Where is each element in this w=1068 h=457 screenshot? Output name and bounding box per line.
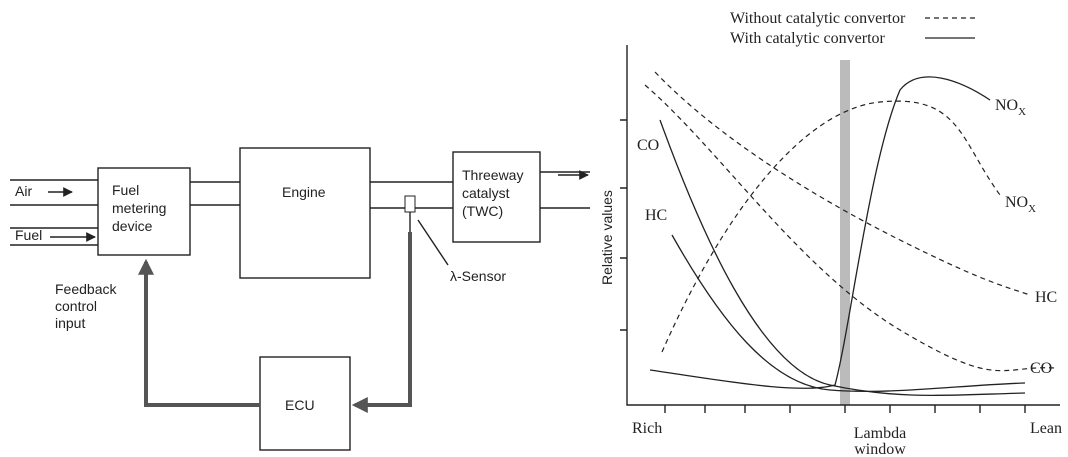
x-axis-label: window [854,441,906,457]
catalyst-box [452,151,541,243]
fuel-metering-label: Fuel [112,182,139,198]
co-dashed-curve [644,84,1056,372]
hc-dashed-curve [654,71,1031,296]
feedback-label: Feedback [55,281,117,297]
curve-label: HC [645,207,667,224]
curve-label: CO [1030,360,1052,377]
catalyst-label: (TWC) [462,203,503,219]
axis-ticks [620,119,1026,413]
nox-solid-curve [649,76,991,389]
curve-label: HC [1035,289,1057,306]
fuel-metering-label: device [112,218,153,234]
sensor-label: λ-Sensor [450,268,506,284]
catalyst-label: Threeway [462,167,523,183]
axes [626,45,1060,406]
nox-dashed-curve [661,100,1001,353]
sensor-signal [351,232,412,413]
feedback-label: control [55,298,97,314]
emission-chart: Without catalytic convertor With catalyt… [599,10,1062,457]
block-diagram: Air Fuel Fuel metering device Engine Thr… [10,147,590,451]
ecu-label: ECU [285,397,315,413]
engine-box [239,147,371,279]
x-axis-label: Lambda [854,425,906,442]
sensor-leader [417,219,449,266]
curve-label: NOX [1005,194,1036,215]
co-solid-curve [659,119,1026,397]
fuel-label: Fuel [15,227,42,243]
curve-label: CO [637,137,659,154]
fuel-metering-box [97,167,191,256]
engine-label: Engine [282,184,326,200]
x-axis-label: Rich [632,420,662,437]
feedback-signal [138,258,260,407]
curve-label: NOX [995,97,1026,118]
sensor [404,195,416,213]
y-axis-label: Relative values [599,190,615,285]
legend-label: With catalytic convertor [730,30,886,47]
feedback-label: input [55,315,85,331]
x-axis-label: Lean [1030,420,1062,437]
legend-label: Without catalytic convertor [730,10,906,27]
fuel-metering-label: metering [112,200,166,216]
air-label: Air [15,183,32,199]
catalyst-label: catalyst [462,185,510,201]
lambda-window-band [840,60,850,405]
hc-solid-curve [671,234,1026,393]
pipes [10,170,590,246]
